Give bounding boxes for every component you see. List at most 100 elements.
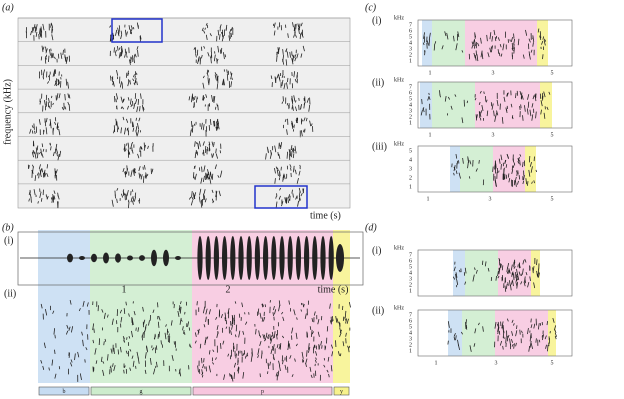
spectrogram-trace	[216, 83, 219, 90]
spectrogram-trace	[110, 75, 112, 81]
spectrogram-trace	[545, 344, 547, 349]
spectrogram-trace	[543, 40, 546, 46]
spectrogram-trace	[126, 127, 129, 131]
spectrogram-trace	[478, 322, 480, 326]
spectrogram-trace	[329, 320, 332, 325]
segment-band	[420, 82, 432, 128]
spectrogram-trace	[202, 96, 205, 100]
spectrogram-trace	[521, 268, 524, 275]
spectrogram-trace	[195, 149, 198, 154]
spectrogram-trace	[238, 330, 241, 338]
waveform-box	[17, 231, 364, 286]
spectrogram-trace	[144, 352, 147, 359]
spectrogram-trace	[267, 148, 269, 154]
spectrogram-trace	[193, 103, 195, 108]
spectrogram-trace	[503, 167, 505, 174]
spectrogram-trace	[124, 171, 126, 176]
spectrogram-trace	[197, 57, 200, 65]
y-axis-label: frequency (kHz)	[2, 79, 13, 145]
spectrogram-trace	[143, 144, 146, 151]
spectrogram-trace	[64, 94, 66, 101]
spectrogram-trace	[119, 346, 122, 353]
spectrogram-trace	[295, 100, 297, 103]
spectrogram-trace	[500, 154, 503, 161]
spectrogram-trace	[277, 370, 280, 377]
spectrogram-trace	[115, 29, 118, 36]
spectrogram-trace	[270, 149, 272, 156]
spectrogram-trace	[86, 302, 89, 307]
spectrogram-trace	[513, 260, 516, 264]
spectrogram-trace	[81, 331, 83, 336]
spectrogram-trace	[446, 32, 449, 40]
spectrogram-trace	[261, 352, 263, 359]
spectrogram-trace	[512, 116, 514, 120]
spectrogram-trace	[305, 117, 308, 122]
spectrogram-trace	[537, 28, 540, 33]
spectrogram-trace	[46, 195, 49, 199]
spectrogram-trace	[315, 351, 318, 356]
spectrogram-trace	[272, 312, 274, 317]
spectrogram-trace	[455, 43, 458, 51]
segment-bar	[333, 386, 350, 396]
spectrogram-trace	[457, 31, 460, 38]
spectrogram-trace	[214, 72, 217, 76]
spectrogram-trace	[40, 360, 43, 364]
spectrogram-trace	[31, 27, 34, 33]
subpanel-label: (iii)	[372, 141, 387, 152]
spectrogram-trace	[225, 24, 228, 31]
spectrogram-trace	[299, 164, 301, 168]
spectrogram-trace	[125, 350, 128, 355]
spectrogram-trace	[51, 195, 54, 203]
spectrogram-trace	[519, 159, 521, 166]
spectrogram-trace	[295, 106, 297, 112]
spectrogram-trace	[273, 331, 276, 338]
spectrogram-trace	[171, 355, 174, 361]
spectrogram-trace	[132, 200, 134, 205]
waveform-pulse	[79, 255, 85, 261]
y-tick-label: 2	[409, 175, 412, 181]
spectrogram-trace	[211, 153, 213, 159]
waveform-pulse	[222, 236, 228, 280]
spectrogram-trace	[215, 316, 218, 320]
spectrogram-trace	[552, 317, 555, 323]
spectrogram-trace	[497, 327, 500, 335]
segment-band	[465, 20, 537, 66]
spectrogram-trace	[57, 153, 60, 161]
spectrogram-trace	[29, 128, 32, 134]
spectrogram-trace	[472, 274, 475, 282]
spectrogram-trace	[513, 323, 515, 326]
spectrogram-trace	[516, 281, 519, 289]
spectrogram-trace	[546, 321, 549, 326]
spectrogram-trace	[501, 265, 504, 271]
spectrogram-trace	[464, 267, 467, 274]
spectrogram-trace	[453, 266, 456, 272]
spectrogram-trace	[428, 32, 431, 40]
spectrogram-trace	[41, 153, 44, 158]
spectrogram-trace	[216, 126, 219, 131]
spectrogram-trace	[29, 193, 32, 198]
spectrogram-trace	[92, 323, 95, 331]
spectrogram-trace	[211, 94, 214, 102]
spectrogram-trace	[530, 49, 533, 53]
spectrogram-trace	[226, 73, 229, 81]
waveform-pulse	[127, 255, 133, 261]
spectrogram-trace	[205, 316, 207, 322]
spectrogram-trace	[103, 341, 105, 346]
spectrogram-trace	[124, 127, 127, 135]
spectrogram-trace	[138, 166, 141, 172]
spectrogram-trace	[79, 373, 82, 381]
spectrogram-trace	[216, 103, 218, 107]
spectrogram-trace	[230, 32, 233, 38]
spectrogram-trace	[303, 117, 306, 122]
spectrogram-trace	[274, 178, 276, 184]
spectrogram-trace	[94, 348, 97, 355]
spectrogram-trace	[292, 147, 295, 154]
spectrogram-trace	[542, 36, 545, 40]
spectrogram-trace	[294, 358, 296, 362]
spectrogram-trace	[520, 104, 522, 109]
spectrogram-trace	[157, 321, 160, 328]
spectrogram-trace	[191, 197, 194, 201]
spectrogram-trace	[553, 325, 557, 331]
spectrogram-trace	[519, 90, 522, 96]
spectrogram-trace	[50, 52, 53, 59]
